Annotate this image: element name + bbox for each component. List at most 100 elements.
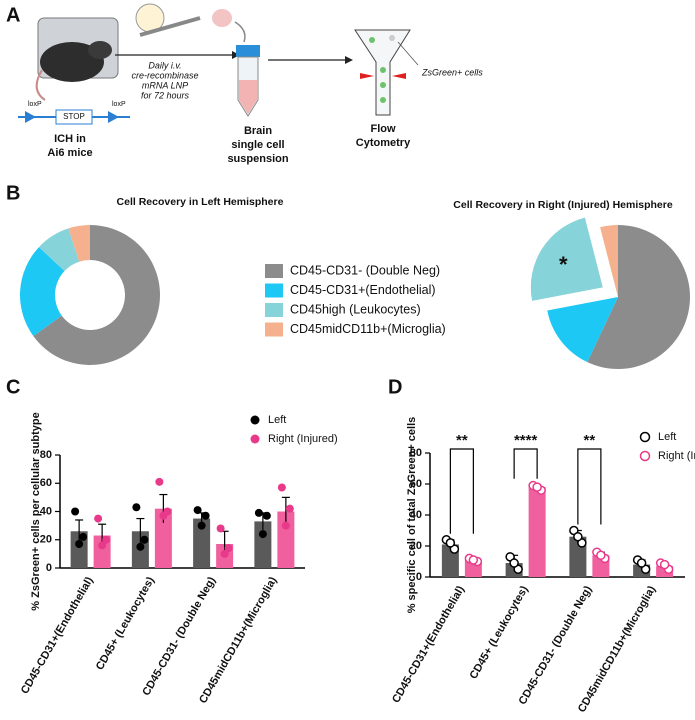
laser (360, 73, 374, 79)
data-point (468, 555, 479, 565)
donut-slice (600, 225, 618, 297)
loxp-arrow (25, 111, 36, 123)
data-point (285, 504, 294, 513)
legend-label: Right (Injured) (658, 450, 695, 462)
construct-label: STOP (63, 112, 85, 121)
data-point (277, 483, 286, 492)
data-point (216, 524, 225, 533)
data-point (258, 530, 267, 539)
schematic: loxP STOP loxP ICH in Ai6 mice Daily i.v… (18, 3, 483, 165)
flow-label: Flow (370, 123, 395, 135)
data-point (596, 550, 606, 561)
brain-label: single cell (231, 139, 284, 151)
annotation: * (559, 252, 568, 277)
laser (392, 73, 406, 79)
construct-label: loxP (28, 101, 42, 108)
significance-bracket (577, 448, 602, 525)
data-point (132, 503, 141, 512)
construct-label: loxP (112, 101, 126, 108)
y-tick-label: 60 (410, 478, 422, 490)
y-tick-label: 20 (410, 540, 422, 552)
stop-box (55, 109, 93, 125)
legend-label: Left (658, 431, 676, 443)
y-tick-label: 40 (410, 509, 422, 521)
data-point (193, 506, 202, 515)
y-tick-label: 0 (416, 571, 422, 583)
data-point (445, 538, 456, 548)
donut-slice (33, 225, 160, 365)
data-point (197, 521, 206, 530)
donut-slice (547, 297, 618, 363)
donut-slice (587, 225, 690, 369)
legend-marker (250, 415, 260, 425)
mouse-head (88, 41, 112, 59)
legend-marker (639, 450, 651, 462)
data-point (224, 544, 233, 553)
data-point (71, 507, 80, 516)
data-point (636, 558, 647, 568)
panel-label: C (6, 376, 20, 398)
significance-label: **** (514, 432, 538, 449)
legend-swatch (265, 303, 283, 317)
legend-label: CD45high (Leukocytes) (290, 302, 421, 316)
legend-swatch (265, 283, 283, 298)
y-axis-label: % ZsGreen+ cells per cellular subtype (30, 412, 42, 610)
data-point (573, 531, 583, 542)
data-point (220, 549, 229, 558)
data-point (155, 477, 164, 486)
data-point (281, 521, 290, 530)
mouse-icon (40, 42, 104, 82)
legend-swatch (265, 322, 283, 337)
panel-label: B (6, 182, 20, 204)
cells-label: ZsGreen+ cells (421, 67, 483, 77)
data-point (262, 511, 271, 520)
cell-icon (389, 35, 395, 41)
significance-label: ** (456, 432, 468, 449)
y-axis-label: % specific cell of total ZsGreen+ cells (406, 417, 418, 614)
y-tick-label: 80 (410, 447, 422, 459)
significance-label: ** (584, 432, 596, 449)
y-tick-label: 60 (40, 477, 52, 489)
chart-title: Cell Recovery in Left Hemisphere (117, 196, 284, 208)
data-point (136, 542, 145, 551)
data-point (254, 508, 263, 517)
panel-label: A (6, 4, 20, 26)
significance-bracket (449, 448, 474, 534)
donut-slice (19, 247, 65, 337)
donut-slice (68, 225, 90, 262)
cell-icon (380, 67, 386, 73)
data-point (79, 532, 88, 541)
mouse-label: Ai6 mice (47, 147, 92, 159)
brain-label: suspension (227, 153, 288, 165)
significance-bracket (513, 448, 538, 479)
bar (254, 521, 272, 568)
cell-icon (380, 97, 386, 103)
bar (193, 518, 211, 568)
syringe (139, 16, 201, 37)
data-point (94, 514, 103, 523)
data-point (509, 558, 519, 568)
brain-label: Brain (244, 125, 272, 137)
data-point (102, 535, 111, 544)
y-tick-label: 40 (40, 505, 52, 517)
tube-sample (239, 80, 257, 114)
injection-label: for 72 hours (141, 90, 190, 100)
tube-cap (236, 45, 260, 57)
donut-slice (38, 228, 80, 272)
pointer (397, 41, 419, 66)
legend-marker (639, 431, 651, 443)
y-tick-label: 20 (40, 534, 52, 546)
legend-label: CD45-CD31+(Endothelial) (290, 283, 436, 297)
data-point (659, 559, 670, 570)
injection-label: mRNA LNP (142, 80, 188, 90)
data-point (75, 539, 84, 548)
arrowhead (345, 56, 353, 64)
data-point (98, 541, 107, 550)
legend-marker (250, 434, 260, 444)
donut-slice (530, 217, 603, 301)
cell-icon (369, 37, 375, 43)
mouse-tail (35, 69, 46, 101)
data-point (159, 511, 168, 520)
data-point (201, 511, 210, 520)
injection-label: Daily i.v. (148, 60, 181, 70)
